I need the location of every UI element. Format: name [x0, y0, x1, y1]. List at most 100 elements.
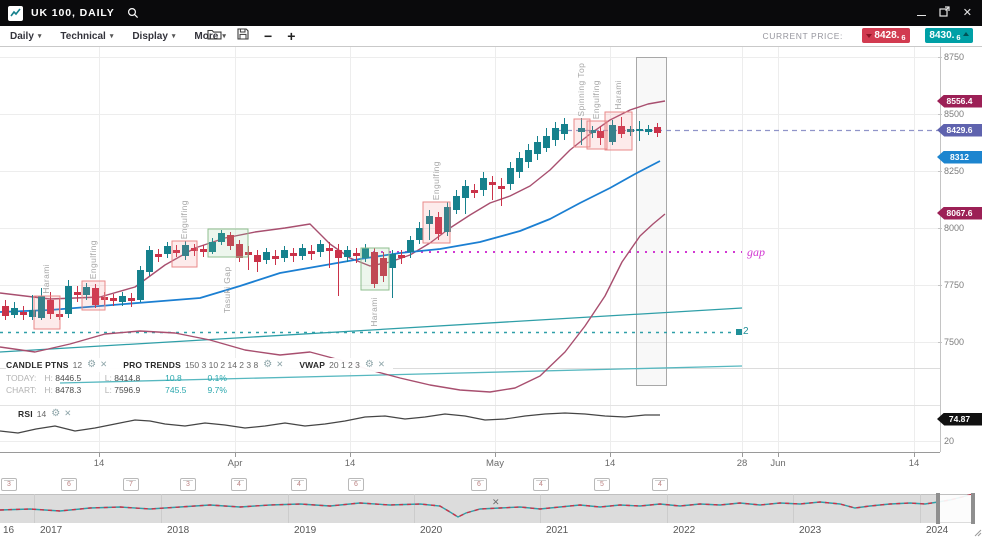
search-icon[interactable] [127, 7, 139, 19]
pattern-label: Harami [41, 264, 51, 294]
pattern-box-harami [604, 111, 633, 151]
chevron-down-icon: ▾ [37, 33, 42, 40]
popout-icon[interactable] [939, 4, 950, 22]
navigator-series-down [0, 493, 974, 518]
buy-price-badge[interactable]: 8430. 6 [925, 28, 973, 43]
calendar-marker-icon[interactable]: 6 [471, 478, 487, 491]
gear-icon[interactable]: ⚙ [364, 359, 374, 370]
highlight-band[interactable] [636, 57, 667, 386]
rsi-value-tag: 74.87 [937, 412, 982, 426]
change-value: 745.5 [165, 384, 187, 395]
navigator-left-handle[interactable] [936, 493, 940, 524]
save-icon[interactable] [237, 27, 249, 45]
time-axis-label: May [486, 458, 504, 469]
minimize-icon[interactable] [916, 14, 926, 17]
pattern-box-harami [360, 247, 390, 291]
menu-technical[interactable]: Technical ▾ [60, 30, 114, 42]
menu-daily[interactable]: Daily ▾ [10, 30, 42, 42]
pattern-box-engulfing [81, 280, 106, 311]
time-axis-label: 14 [604, 458, 616, 469]
chevron-down-icon: ▾ [222, 33, 226, 40]
chart-toolbar: Daily ▾ Technical ▾ Display ▾ More ▾ − + CURREN… [0, 26, 982, 47]
pattern-label: Spinning Top [576, 63, 586, 117]
navigator-year-label: 2021 [546, 525, 569, 536]
calendar-marker-icon[interactable]: 7 [123, 478, 139, 491]
indicator-pro-trends[interactable]: PRO TRENDS 150 3 10 2 14 2 3 8 ⚙ ✕ [123, 359, 283, 370]
high-value: 8478.3 [55, 384, 82, 395]
remove-icon[interactable]: ✕ [276, 359, 284, 369]
pattern-box-engulfing [586, 120, 608, 150]
indicator-candle-patterns[interactable]: CANDLE PTNS 12 ⚙ ✕ [6, 359, 107, 370]
price-tick-label: 8000 [944, 223, 965, 233]
pattern-box-tasuki-gap [207, 228, 249, 258]
sell-price-badge[interactable]: 8428. 6 [862, 28, 910, 43]
zoom-out-button[interactable]: − [264, 28, 273, 44]
indicator-name: VWAP [299, 359, 326, 370]
zoom-in-button[interactable]: + [287, 28, 296, 44]
high-label: H: [44, 384, 53, 395]
moving-average [0, 160, 661, 313]
indicator-name: RSI [18, 408, 33, 419]
arrow-up-icon [962, 31, 969, 36]
price-tick-label: 7750 [944, 280, 965, 290]
remove-icon[interactable]: ✕ [377, 359, 385, 369]
remove-icon[interactable]: ✕ [64, 408, 72, 418]
calendar-marker-icon[interactable]: 4 [291, 478, 307, 491]
navigator-right-handle[interactable] [971, 493, 975, 524]
navigator-year-label: 2020 [420, 525, 443, 536]
navigator-selection-window[interactable] [940, 495, 971, 522]
pattern-label: Engulfing [430, 160, 441, 200]
indicator-params: 14 [36, 408, 47, 419]
calendar-marker-icon[interactable]: 3 [180, 478, 196, 491]
change-percent: 0.1% [207, 373, 227, 383]
calendar-marker-icon[interactable]: 4 [231, 478, 247, 491]
time-axis-label: Apr [227, 458, 243, 469]
navigator-year-label: 2017 [40, 525, 63, 536]
time-axis-label: 14 [908, 458, 920, 469]
indicator-vwap[interactable]: VWAP 20 1 2 3 ⚙ ✕ [299, 359, 385, 370]
calendar-marker-icon[interactable]: 4 [652, 478, 668, 491]
indicator-rsi[interactable]: RSI 14 ⚙ ✕ [14, 408, 76, 419]
gear-icon[interactable]: ⚙ [87, 359, 97, 370]
stats-label: TODAY: [6, 373, 37, 383]
navigator-close-icon[interactable]: ✕ [492, 497, 500, 507]
menu-more[interactable]: More ▾ [194, 30, 226, 42]
navigator-year-label: 2018 [167, 525, 190, 536]
calendar-marker-icon[interactable]: 4 [533, 478, 549, 491]
time-axis-label: 14 [93, 458, 105, 469]
instrument-title: UK 100, DAILY [31, 7, 115, 19]
indicator-params: 12 [72, 359, 83, 370]
calendar-marker-icon[interactable]: 6 [348, 478, 364, 491]
change-percent: 9.7% [207, 384, 227, 395]
close-icon[interactable]: ✕ [962, 6, 972, 19]
low-label: L: [104, 384, 112, 395]
chevron-down-icon: ▾ [171, 33, 176, 40]
pattern-label: Harami [612, 80, 623, 110]
calendar-marker-icon[interactable]: 3 [1, 478, 17, 491]
pattern-label: Tasuki Gap [222, 266, 232, 313]
title-bar: UK 100, DAILY ✕ [0, 0, 982, 26]
remove-icon[interactable]: ✕ [100, 359, 108, 369]
change-value: 10.8 [165, 373, 182, 383]
chart-app-icon [8, 5, 23, 21]
navigator-year-label: 2022 [673, 525, 696, 536]
menu-row: Daily ▾ Technical ▾ Display ▾ More ▾ [10, 26, 226, 46]
pattern-label: Engulfing [591, 79, 601, 119]
pattern-box-engulfing [422, 201, 451, 244]
stats-label: CHART: [6, 384, 37, 395]
price-tag: 8312 [937, 150, 982, 164]
gear-icon[interactable]: ⚙ [263, 359, 273, 370]
indicator-name: PRO TRENDS [123, 359, 181, 370]
navigator-year-label: 2023 [799, 525, 822, 536]
arrow-down-icon [866, 33, 873, 38]
resize-grip-icon[interactable] [974, 529, 982, 537]
today-stats-row: TODAY: H: 8446.5 L: 8414.8 10.8 0.1% [6, 373, 248, 385]
menu-display[interactable]: Display ▾ [132, 30, 176, 42]
time-axis-label: 28 [736, 458, 748, 469]
gear-icon[interactable]: ⚙ [51, 408, 61, 419]
open-folder-icon[interactable] [207, 27, 222, 45]
calendar-marker-icon[interactable]: 5 [594, 478, 610, 491]
navigator-year-label: 16 [3, 525, 15, 536]
calendar-marker-icon[interactable]: 6 [61, 478, 77, 491]
low-value: 8414.8 [114, 373, 141, 383]
